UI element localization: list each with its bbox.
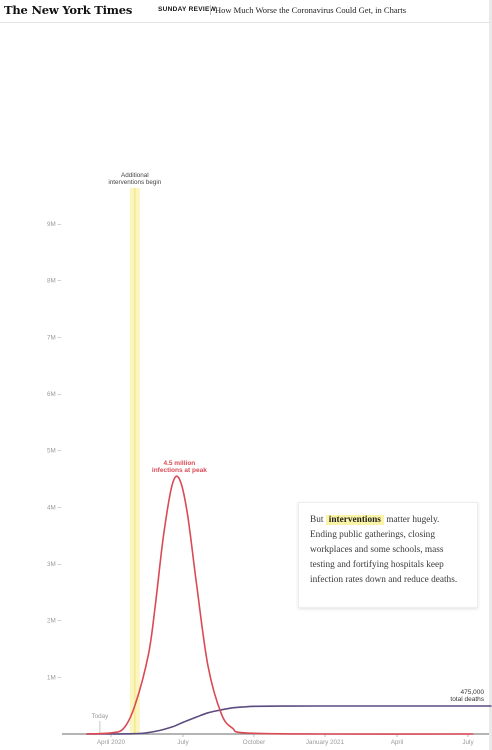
total-deaths-label-line: 475,000 — [461, 689, 485, 696]
x-tick-label: October — [243, 739, 265, 746]
header-bar: The New York Times SUNDAY REVIEW How Muc… — [0, 0, 492, 23]
today-label: Today — [91, 713, 109, 720]
x-tick-label: July — [462, 739, 474, 746]
header-divider — [210, 5, 211, 15]
scrollbar-track[interactable] — [489, 0, 492, 750]
y-tick-label: 1M – — [47, 674, 61, 681]
interventions-label-line: interventions begin — [108, 179, 161, 186]
narrative-text-before: But — [310, 515, 324, 525]
y-tick-label: 4M – — [47, 504, 61, 511]
peak-label-line: 4.5 million — [163, 460, 195, 467]
y-tick-label: 5M – — [47, 448, 61, 455]
y-tick-label: 6M – — [47, 391, 61, 398]
y-tick-label: 3M – — [47, 561, 61, 568]
interventions-label-line: Additional — [121, 172, 149, 179]
narrative-text-after: matter hugely. Ending public gatherings,… — [310, 515, 458, 585]
narrative-highlight: interventions — [325, 515, 384, 525]
x-tick-label: January 2021 — [306, 739, 345, 746]
section-label[interactable]: SUNDAY REVIEW — [158, 6, 217, 13]
nyt-logo[interactable]: The New York Times — [4, 3, 133, 17]
infections-series-line — [86, 475, 474, 735]
deaths-series-line — [86, 705, 492, 735]
y-tick-label: 8M – — [47, 278, 61, 285]
peak-label-line: infections at peak — [152, 467, 207, 474]
y-tick-label: 9M – — [47, 221, 61, 228]
narrative-textbox: But interventions matter hugely. Ending … — [298, 502, 478, 608]
article-headline: How Much Worse the Coronavirus Could Get… — [215, 5, 407, 15]
total-deaths-label-line: total deaths — [450, 696, 484, 703]
x-tick-label: July — [177, 739, 189, 746]
x-tick-label: April — [391, 739, 404, 746]
y-tick-label: 2M – — [47, 618, 61, 625]
x-tick-label: April 2020 — [97, 739, 126, 746]
y-tick-label: 7M – — [47, 334, 61, 341]
